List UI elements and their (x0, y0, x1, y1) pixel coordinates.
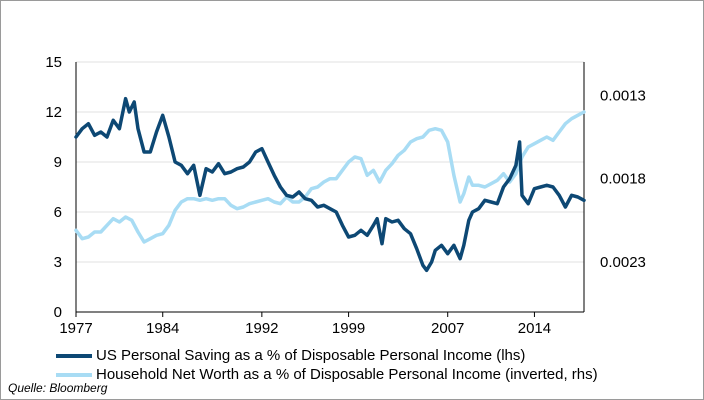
grid-lines (76, 61, 584, 263)
line-chart: 15 12 9 6 3 0 0.0023 0.0018 0.0013 1977 1984 1992 19… (45, 54, 646, 337)
y-right-tick-0.0023: 0.0023 (600, 254, 646, 271)
x-tick-1977: 1977 (59, 320, 92, 337)
x-tick-2014: 2014 (518, 320, 551, 337)
x-tick-1984: 1984 (146, 320, 179, 337)
series-line-personal-saving (74, 96, 586, 273)
y-left-tick-12: 12 (45, 104, 62, 121)
y-left-tick-3: 3 (54, 254, 62, 271)
y-right-tick-0.0013: 0.0013 (600, 87, 646, 104)
x-tick-1992: 1992 (245, 320, 278, 337)
legend-swatch-light (56, 372, 92, 377)
y-right-tick-0.0018: 0.0018 (600, 171, 646, 188)
legend-label-networth: Household Net Worth as a % of Disposable… (96, 366, 598, 383)
legend-item-networth: Household Net Worth as a % of Disposable… (56, 365, 598, 384)
y-left-tick-15: 15 (45, 54, 62, 71)
source-note: Quelle: Bloomberg (8, 381, 108, 395)
legend-label-saving: US Personal Saving as a % of Disposable … (96, 347, 526, 364)
y-left-tick-0: 0 (54, 304, 62, 321)
y-left-tick-6: 6 (54, 204, 62, 221)
legend-item-saving: US Personal Saving as a % of Disposable … (56, 346, 598, 365)
legend: US Personal Saving as a % of Disposable … (56, 346, 598, 384)
series-lines (74, 96, 586, 273)
x-tick-1999: 1999 (332, 320, 365, 337)
y-left-tick-9: 9 (54, 154, 62, 171)
legend-swatch-dark (56, 353, 92, 358)
x-tick-2007: 2007 (431, 320, 464, 337)
series-line-household-net-worth (74, 110, 586, 244)
tick-labels: 15 12 9 6 3 0 0.0023 0.0018 0.0013 1977 1984 1992 19… (45, 54, 646, 337)
axes (75, 62, 585, 317)
